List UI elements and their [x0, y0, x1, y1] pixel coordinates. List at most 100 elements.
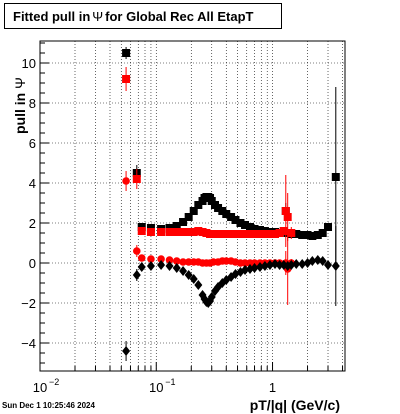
data-point	[172, 222, 181, 230]
y-tick-label: 8	[29, 96, 36, 111]
data-point	[318, 229, 327, 237]
data-point	[179, 266, 188, 276]
data-point	[122, 75, 131, 83]
y-tick-label: 2	[29, 216, 36, 231]
data-point	[194, 227, 203, 235]
data-point	[122, 49, 131, 57]
data-point	[165, 256, 174, 264]
chart-title: Fitted pull in Ψ for Global Rec All Etap…	[4, 3, 282, 29]
data-point	[260, 261, 269, 271]
data-point	[147, 255, 155, 263]
y-axis-label: pull in Ψ	[12, 77, 28, 134]
y-tick-label: 0	[29, 256, 36, 271]
grid-lines	[39, 41, 345, 371]
data-point	[227, 230, 236, 238]
data-point	[287, 229, 296, 237]
data-point	[281, 207, 290, 215]
data-point	[241, 221, 250, 229]
data-point	[184, 213, 193, 221]
data-point	[137, 227, 146, 235]
data-point	[231, 216, 240, 224]
data-point	[122, 177, 130, 185]
data-point	[236, 230, 245, 238]
data-point	[250, 263, 259, 273]
data-point	[279, 227, 288, 235]
plot-frame	[39, 40, 346, 372]
data-point	[165, 261, 174, 271]
y-tick-label: −2	[21, 296, 36, 311]
data-point	[250, 225, 259, 233]
data-point	[172, 228, 181, 236]
data-point	[270, 230, 279, 238]
data-point	[287, 260, 296, 270]
y-axis-label-text: pull in	[12, 92, 28, 134]
x-tick-exponent: −2	[49, 377, 59, 387]
data-point	[179, 218, 188, 226]
timestamp: Sun Dec 1 10:25:46 2024	[2, 401, 95, 410]
data-point	[308, 232, 317, 240]
data-point	[275, 229, 284, 237]
data-point	[222, 210, 231, 218]
data-point	[189, 207, 198, 215]
data-point	[265, 260, 274, 270]
data-point	[132, 175, 141, 183]
data-point	[179, 258, 187, 266]
data-point	[313, 255, 322, 265]
data-markers	[122, 47, 340, 361]
data-point	[189, 274, 198, 284]
data-point	[157, 255, 165, 263]
data-point	[260, 230, 269, 238]
data-point	[324, 223, 333, 231]
data-point	[194, 280, 203, 290]
y-axis-label-psi: Ψ	[12, 77, 28, 89]
data-point	[165, 228, 174, 236]
title-psi-symbol: Ψ	[92, 8, 104, 24]
data-point	[222, 230, 231, 238]
data-point	[246, 230, 255, 238]
data-point	[179, 228, 188, 236]
data-point	[255, 230, 264, 238]
data-point	[265, 230, 274, 238]
data-point	[146, 228, 155, 236]
data-point	[172, 257, 181, 265]
x-tick-label: 10	[149, 380, 163, 395]
data-point	[298, 259, 307, 269]
data-point	[241, 265, 250, 275]
x-tick-label: 1	[269, 380, 276, 395]
data-point	[209, 230, 218, 238]
data-point	[184, 228, 193, 236]
y-tick-label: 6	[29, 136, 36, 151]
data-point	[231, 230, 240, 238]
x-axis-label: pT/|q| (GeV/c)	[249, 397, 340, 413]
y-tick-label: −4	[21, 336, 36, 351]
data-point	[292, 259, 301, 269]
data-point	[246, 223, 255, 231]
data-point	[298, 231, 307, 239]
data-point	[157, 228, 166, 236]
data-point	[331, 173, 340, 181]
data-point	[214, 230, 223, 238]
data-point	[194, 201, 203, 209]
data-point	[275, 260, 284, 270]
title-prefix: Fitted pull in	[13, 8, 91, 24]
y-tick-label: 10	[22, 56, 36, 71]
data-point	[250, 230, 259, 238]
x-tick-exponent: −1	[165, 377, 175, 387]
data-point	[292, 230, 301, 238]
data-point	[132, 270, 141, 280]
data-point	[283, 213, 292, 221]
data-point	[313, 231, 322, 239]
data-series	[122, 67, 296, 247]
data-point	[214, 204, 223, 212]
data-point	[236, 219, 245, 227]
data-point	[146, 261, 155, 271]
data-point	[308, 256, 317, 266]
data-point	[189, 228, 198, 236]
data-point	[207, 292, 216, 302]
title-suffix: for Global Rec All EtapT	[105, 8, 254, 24]
data-point	[331, 261, 340, 271]
data-point	[157, 260, 166, 270]
y-tick-label: 4	[29, 176, 36, 191]
